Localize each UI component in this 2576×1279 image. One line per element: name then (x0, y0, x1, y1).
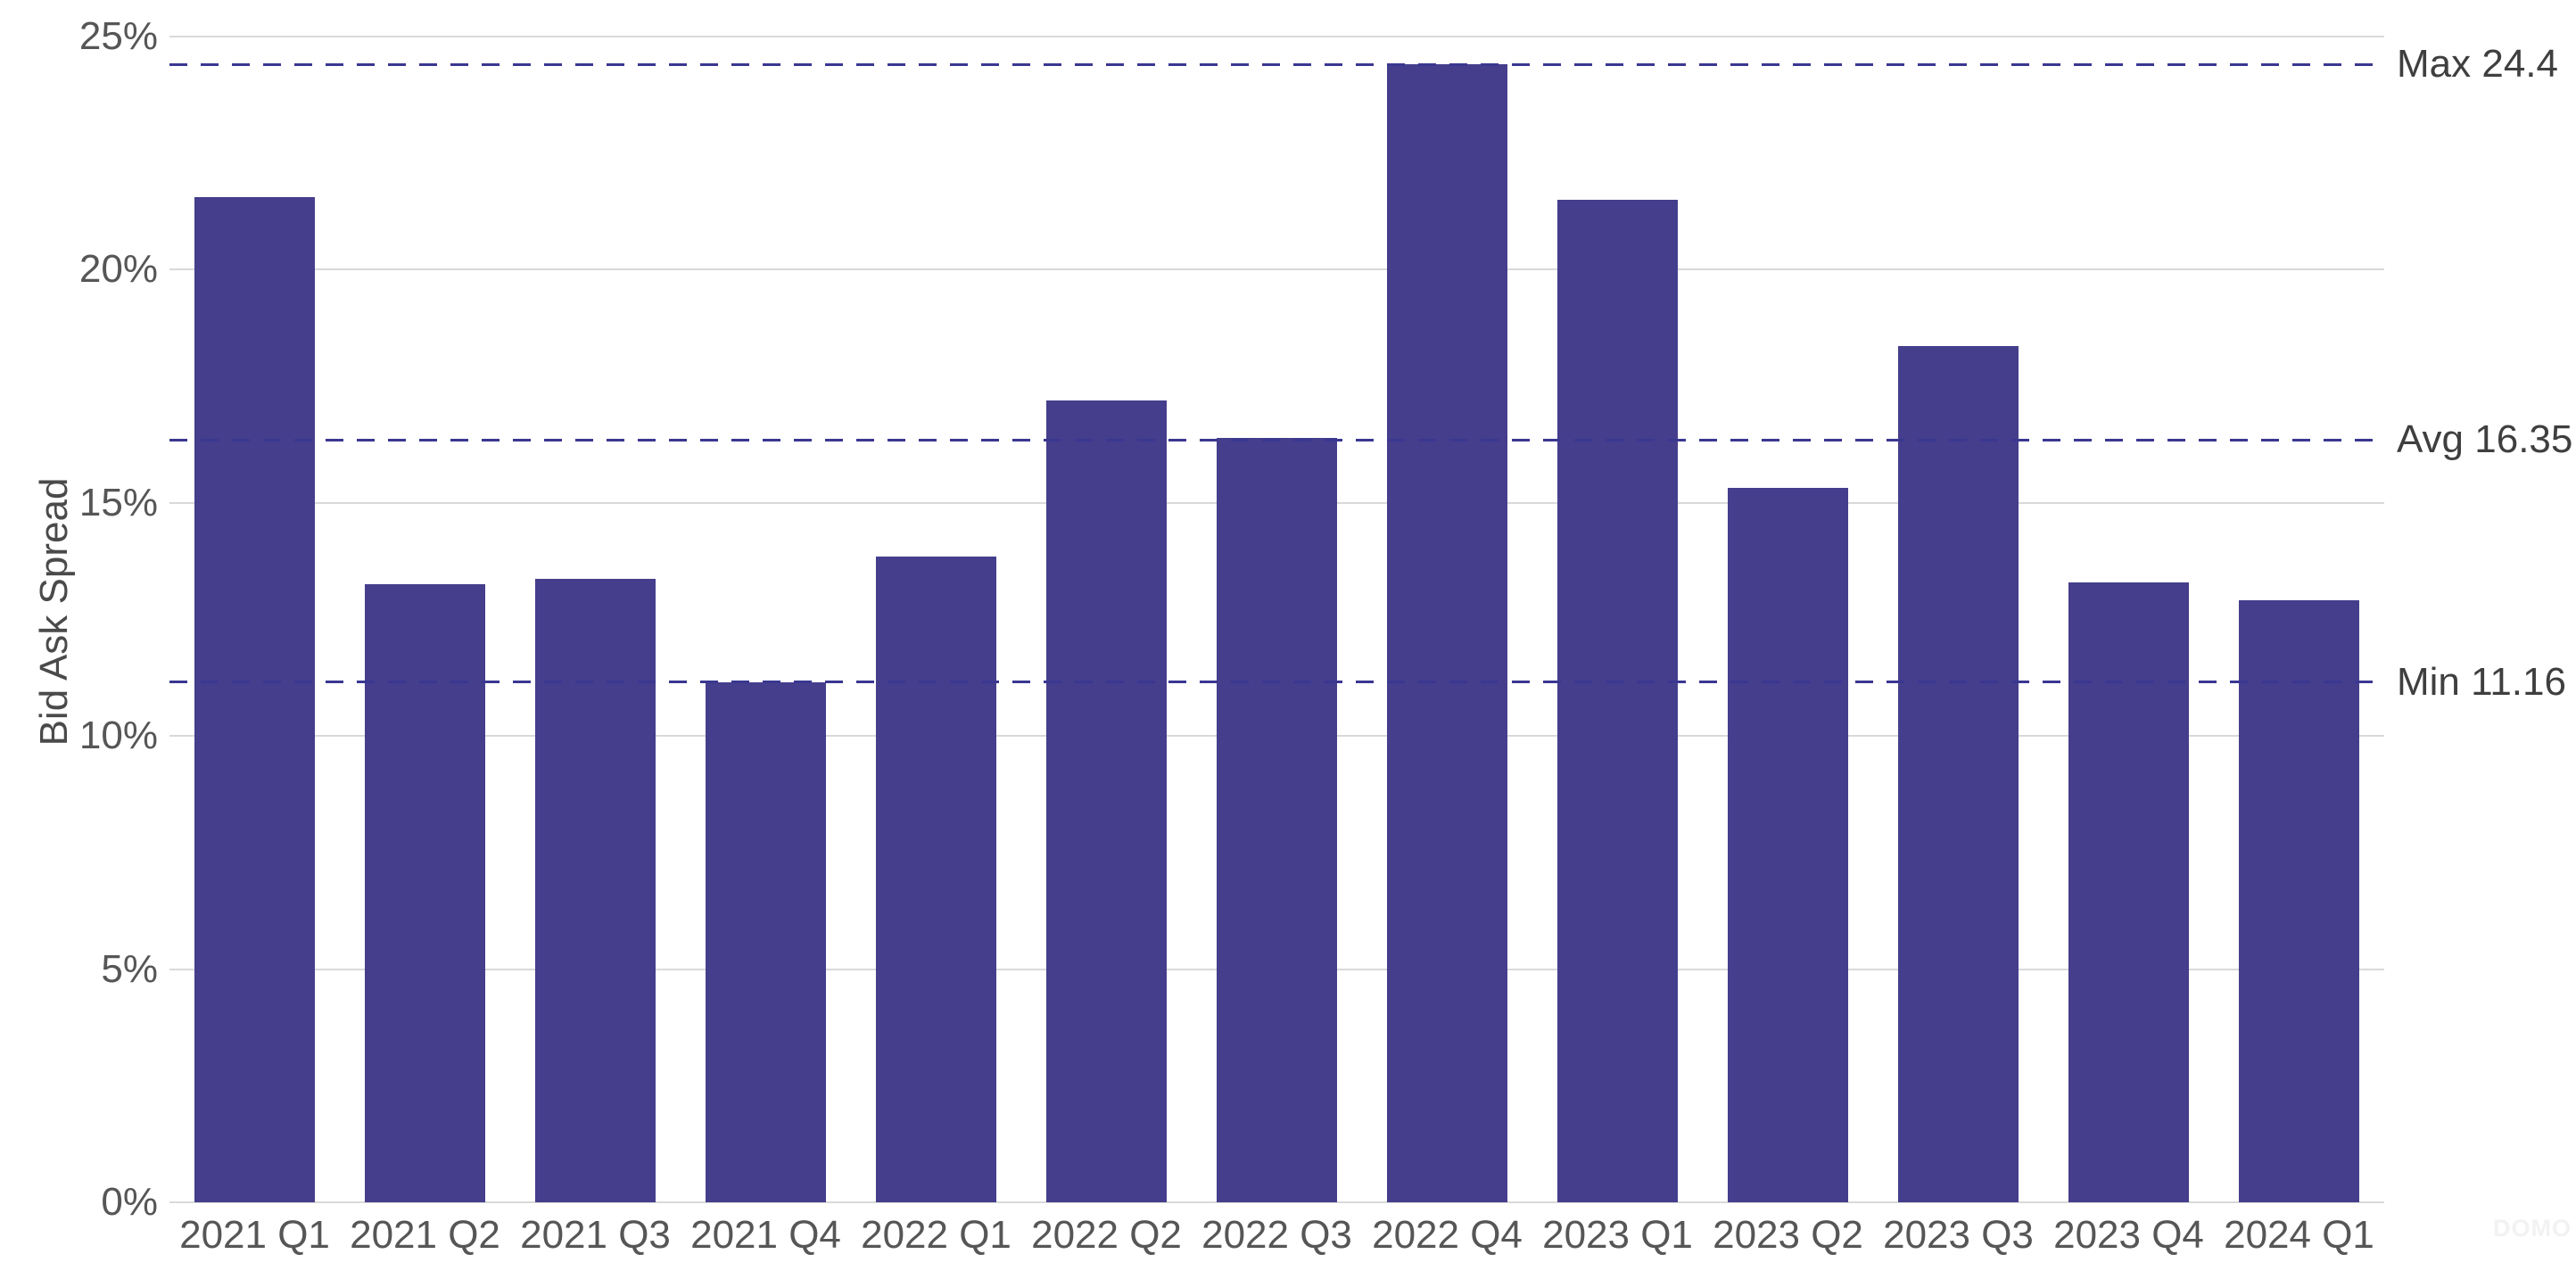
bar-2023-q2[interactable] (1728, 487, 1848, 1202)
x-tick-label-2021-q2: 2021 Q2 (350, 1213, 500, 1257)
domo-watermark: DOMO (2493, 1215, 2572, 1242)
x-tick-label-2022-q3: 2022 Q3 (1201, 1213, 1352, 1257)
bar-2022-q4[interactable] (1387, 64, 1507, 1202)
x-tick-label-2024-q1: 2024 Q1 (2224, 1213, 2374, 1257)
bar-2021-q1[interactable] (194, 197, 315, 1202)
x-tick-label-2021-q3: 2021 Q3 (520, 1213, 671, 1257)
bar-2022-q1[interactable] (876, 556, 996, 1202)
bar-2023-q3[interactable] (1898, 345, 2019, 1202)
y-tick-label-15-: 15% (78, 480, 158, 524)
gridline-0- (169, 1201, 2384, 1203)
x-tick-label-2022-q4: 2022 Q4 (1372, 1213, 1523, 1257)
bar-2022-q2[interactable] (1046, 400, 1167, 1202)
bar-2023-q4[interactable] (2068, 582, 2189, 1202)
x-tick-label-2023-q4: 2023 Q4 (2053, 1213, 2204, 1257)
max-reference-line (169, 62, 2380, 66)
gridline-20- (169, 268, 2384, 271)
min-reference-line (169, 681, 2380, 684)
x-tick-label-2021-q4: 2021 Q4 (690, 1213, 841, 1257)
y-tick-label-20-: 20% (78, 247, 158, 292)
x-tick-label-2023-q2: 2023 Q2 (1713, 1213, 1863, 1257)
bar-2021-q3[interactable] (535, 579, 656, 1202)
y-tick-label-25-: 25% (78, 14, 158, 58)
x-tick-label-2021-q1: 2021 Q1 (179, 1213, 330, 1257)
bar-2021-q2[interactable] (365, 584, 485, 1202)
x-tick-label-2022-q1: 2022 Q1 (861, 1213, 1011, 1257)
bar-2022-q3[interactable] (1217, 437, 1337, 1202)
max-reference-label: Max 24.4 (2397, 42, 2558, 87)
bar-2023-q1[interactable] (1557, 199, 1678, 1202)
y-tick-label-0-: 0% (101, 1180, 158, 1224)
bar-2021-q4[interactable] (706, 681, 826, 1202)
avg-reference-line (169, 438, 2380, 441)
y-tick-label-5-: 5% (101, 946, 158, 991)
gridline-25- (169, 36, 2384, 37)
x-tick-label-2023-q3: 2023 Q3 (1883, 1213, 2034, 1257)
avg-reference-label: Avg 16.35 (2397, 417, 2573, 462)
y-tick-label-10-: 10% (78, 714, 158, 758)
x-tick-label-2022-q2: 2022 Q2 (1031, 1213, 1182, 1257)
min-reference-label: Min 11.16 (2397, 659, 2566, 704)
x-tick-label-2023-q1: 2023 Q1 (1542, 1213, 1693, 1257)
bar-2024-q1[interactable] (2239, 599, 2359, 1202)
